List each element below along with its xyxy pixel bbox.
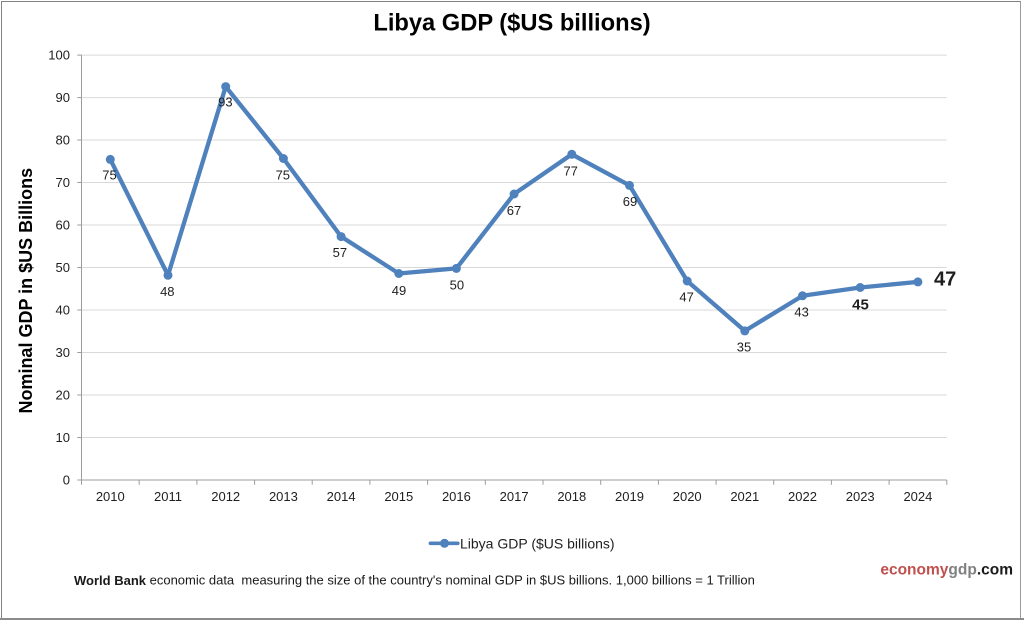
svg-text:100: 100 (48, 48, 70, 63)
svg-text:2010: 2010 (96, 489, 125, 504)
svg-text:Nominal GDP in $US Billions: Nominal GDP in $US Billions (16, 168, 36, 414)
svg-text:47: 47 (679, 290, 693, 305)
svg-text:Libya GDP ($US billions): Libya GDP ($US billions) (373, 11, 650, 37)
svg-text:40: 40 (56, 303, 70, 318)
svg-text:35: 35 (737, 339, 751, 354)
svg-text:2011: 2011 (154, 489, 182, 504)
svg-text:2020: 2020 (673, 489, 702, 504)
svg-text:2021: 2021 (730, 489, 759, 504)
svg-text:economygdp.com: economygdp.com (880, 561, 1013, 578)
svg-text:2013: 2013 (269, 489, 298, 504)
svg-text:77: 77 (563, 163, 577, 178)
svg-text:69: 69 (623, 194, 637, 209)
svg-text:90: 90 (56, 90, 70, 105)
svg-text:Libya GDP ($US billions): Libya GDP ($US billions) (460, 535, 615, 551)
svg-text:49: 49 (392, 283, 406, 298)
svg-text:2014: 2014 (327, 489, 356, 504)
svg-text:75: 75 (276, 167, 290, 182)
svg-text:57: 57 (333, 245, 347, 260)
svg-text:45: 45 (852, 296, 869, 313)
svg-text:80: 80 (56, 133, 70, 148)
svg-text:75: 75 (102, 168, 116, 183)
svg-text:2023: 2023 (846, 489, 875, 504)
svg-text:0: 0 (63, 473, 70, 488)
svg-text:50: 50 (56, 260, 70, 275)
svg-text:2019: 2019 (615, 489, 644, 504)
svg-text:2022: 2022 (788, 489, 817, 504)
svg-text:2017: 2017 (500, 489, 529, 504)
svg-text:2018: 2018 (557, 489, 586, 504)
svg-text:43: 43 (794, 304, 808, 319)
svg-text:2015: 2015 (384, 489, 413, 504)
svg-text:2012: 2012 (211, 489, 240, 504)
svg-text:47: 47 (934, 269, 956, 291)
svg-text:50: 50 (450, 278, 464, 293)
svg-text:10: 10 (56, 430, 70, 445)
svg-text:30: 30 (56, 345, 70, 360)
svg-text:World Bank economic data meas: World Bank economic data measuring the s… (74, 573, 755, 588)
svg-text:93: 93 (218, 94, 232, 109)
svg-text:2016: 2016 (442, 489, 471, 504)
svg-text:60: 60 (56, 218, 70, 233)
svg-text:2024: 2024 (903, 489, 932, 504)
svg-text:20: 20 (56, 388, 70, 403)
svg-text:48: 48 (160, 284, 174, 299)
svg-text:70: 70 (56, 175, 70, 190)
svg-text:67: 67 (507, 203, 521, 218)
